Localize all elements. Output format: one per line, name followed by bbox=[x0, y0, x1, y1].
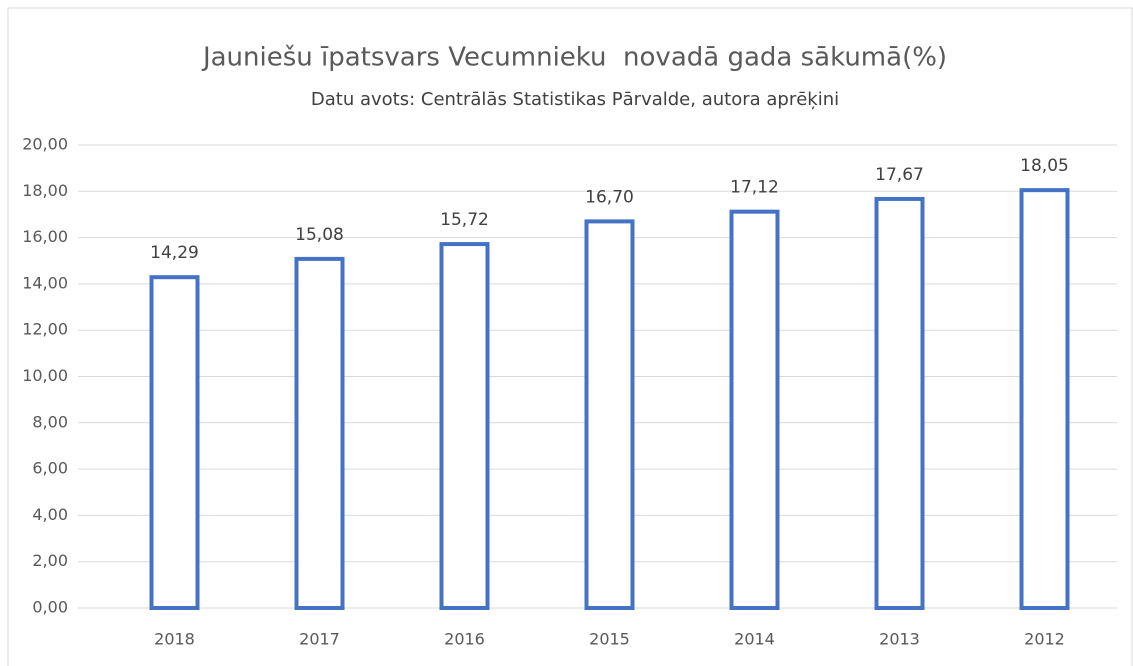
x-tick-label: 2015 bbox=[589, 630, 630, 649]
y-tick-label: 18,00 bbox=[22, 181, 68, 200]
x-tick-label: 2014 bbox=[734, 630, 775, 649]
value-label: 15,72 bbox=[440, 210, 489, 230]
value-label: 14,29 bbox=[150, 243, 199, 263]
x-tick-label: 2017 bbox=[299, 630, 340, 649]
x-tick-label: 2012 bbox=[1024, 630, 1065, 649]
y-tick-label: 8,00 bbox=[32, 412, 68, 431]
bar bbox=[294, 256, 345, 610]
chart-subtitle: Datu avots: Centrālās Statistikas Pārval… bbox=[311, 89, 839, 110]
y-tick-label: 16,00 bbox=[22, 227, 68, 246]
value-label: 17,12 bbox=[730, 178, 779, 198]
y-tick-label: 4,00 bbox=[32, 505, 68, 524]
x-tick-label: 2018 bbox=[154, 630, 195, 649]
bar bbox=[149, 275, 200, 610]
y-tick-label: 14,00 bbox=[22, 273, 68, 292]
x-tick-label: 2016 bbox=[444, 630, 485, 649]
bar bbox=[729, 209, 780, 610]
y-tick-label: 10,00 bbox=[22, 366, 68, 385]
value-label: 18,05 bbox=[1020, 156, 1069, 176]
bar bbox=[1019, 188, 1070, 611]
chart-title: Jauniešu īpatsvars Vecumnieku novadā gad… bbox=[201, 43, 947, 73]
y-tick-label: 20,00 bbox=[22, 135, 68, 154]
bar bbox=[874, 196, 925, 610]
value-label: 17,67 bbox=[875, 165, 924, 185]
y-tick-label: 2,00 bbox=[32, 551, 68, 570]
bar bbox=[439, 242, 490, 610]
value-label: 16,70 bbox=[585, 187, 634, 207]
y-tick-label: 12,00 bbox=[22, 320, 68, 339]
y-tick-label: 6,00 bbox=[32, 459, 68, 478]
value-label: 15,08 bbox=[295, 225, 344, 245]
bar bbox=[584, 219, 635, 611]
x-tick-label: 2013 bbox=[879, 630, 920, 649]
y-tick-label: 0,00 bbox=[32, 598, 68, 617]
